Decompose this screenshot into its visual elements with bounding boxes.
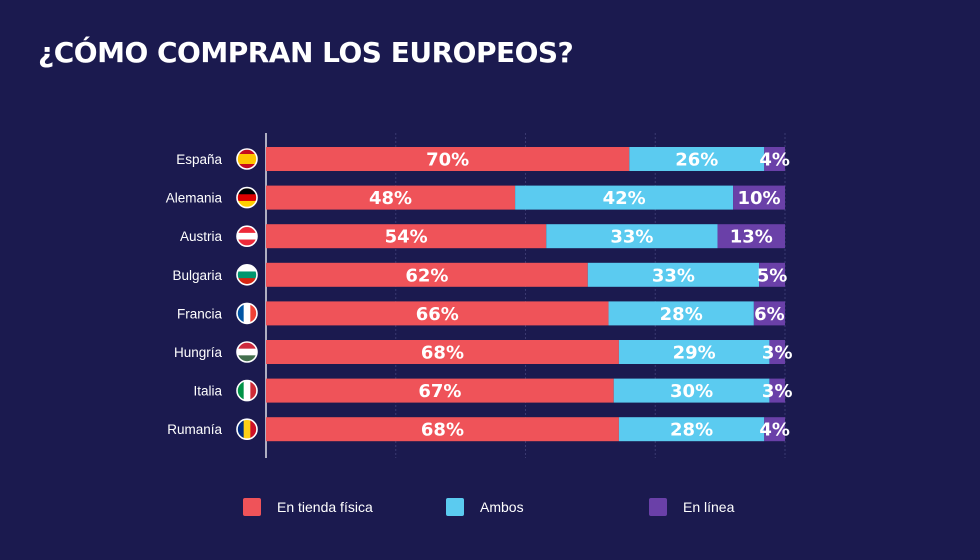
legend-label-ambos: Ambos bbox=[480, 499, 524, 515]
bar-label-1-3: 33% bbox=[652, 265, 695, 286]
hungary-flag-icon bbox=[237, 342, 257, 362]
bar-label-0-5: 68% bbox=[421, 343, 464, 364]
bar-1-2 bbox=[546, 224, 718, 249]
bar-label-0-3: 62% bbox=[405, 265, 448, 286]
bar-label-2-1: 10% bbox=[738, 188, 781, 209]
category-label-0: España bbox=[176, 152, 222, 167]
flag-border-3 bbox=[236, 263, 258, 286]
legend-item-ambos: Ambos bbox=[446, 498, 524, 516]
legend-swatch-tienda bbox=[243, 498, 261, 516]
bar-0-2 bbox=[266, 224, 547, 249]
category-label-2: Austria bbox=[180, 229, 223, 244]
bar-1-1 bbox=[515, 185, 734, 210]
category-label-6: Italia bbox=[193, 384, 222, 399]
chart-legend: En tienda física Ambos En línea bbox=[0, 498, 980, 522]
bar-1-6 bbox=[613, 378, 770, 403]
bar-0-3 bbox=[266, 262, 588, 287]
flag-border-6 bbox=[236, 379, 258, 402]
bar-0-6 bbox=[266, 378, 614, 403]
bulgaria-flag-icon bbox=[237, 264, 257, 285]
bar-label-1-6: 30% bbox=[670, 381, 713, 402]
bar-0-1 bbox=[266, 185, 516, 210]
bar-label-1-1: 42% bbox=[603, 188, 646, 209]
chart-title: ¿CÓMO COMPRAN LOS EUROPEOS? bbox=[38, 36, 574, 69]
bar-2-3 bbox=[759, 262, 785, 287]
category-label-7: Rumanía bbox=[167, 422, 222, 437]
italy-flag-icon bbox=[237, 380, 257, 401]
spain-flag-icon bbox=[237, 149, 257, 169]
bar-label-1-4: 28% bbox=[660, 304, 703, 325]
legend-swatch-linea bbox=[649, 498, 667, 516]
bar-label-1-7: 28% bbox=[670, 420, 713, 441]
bar-label-2-3: 5% bbox=[757, 265, 788, 286]
legend-label-linea: En línea bbox=[683, 499, 735, 515]
bar-label-1-0: 26% bbox=[675, 150, 718, 171]
bar-label-0-6: 67% bbox=[418, 381, 461, 402]
bar-label-2-5: 3% bbox=[762, 343, 793, 364]
category-label-1: Alemania bbox=[166, 191, 223, 206]
bar-0-0 bbox=[266, 147, 630, 171]
bar-label-0-0: 70% bbox=[426, 150, 469, 171]
flag-border-0 bbox=[236, 148, 258, 170]
flag-border-4 bbox=[236, 302, 258, 325]
bar-2-7 bbox=[764, 417, 785, 442]
legend-item-linea: En línea bbox=[649, 498, 734, 516]
category-label-3: Bulgaria bbox=[172, 268, 222, 283]
legend-label-tienda: En tienda física bbox=[277, 499, 373, 515]
category-label-5: Hungría bbox=[174, 345, 223, 360]
bar-1-4 bbox=[608, 301, 754, 326]
germany-flag-icon bbox=[237, 187, 257, 208]
bar-label-0-1: 48% bbox=[369, 188, 412, 209]
bar-label-2-4: 6% bbox=[754, 304, 785, 325]
bar-2-6 bbox=[769, 378, 785, 403]
legend-swatch-ambos bbox=[446, 498, 464, 516]
bar-label-2-2: 13% bbox=[730, 227, 773, 248]
stacked-bar-chart: España 70% 26% 4% Alemania 48% 42% 10% Austria 54… bbox=[166, 133, 793, 458]
bar-label-0-7: 68% bbox=[421, 420, 464, 441]
bar-2-5 bbox=[769, 340, 785, 364]
bar-0-4 bbox=[266, 301, 609, 326]
flag-border-5 bbox=[236, 341, 258, 363]
romania-flag-icon bbox=[237, 419, 257, 440]
bar-label-0-4: 66% bbox=[416, 304, 459, 325]
flag-border-1 bbox=[236, 186, 258, 209]
bar-label-0-2: 54% bbox=[385, 227, 428, 248]
bar-label-1-2: 33% bbox=[610, 227, 653, 248]
bar-label-1-5: 29% bbox=[673, 343, 716, 364]
bar-1-5 bbox=[618, 340, 770, 364]
legend-item-tienda: En tienda física bbox=[243, 498, 373, 516]
bar-2-0 bbox=[764, 147, 785, 171]
bar-1-3 bbox=[587, 262, 760, 287]
category-label-4: Francia bbox=[177, 306, 223, 321]
bar-2-4 bbox=[753, 301, 785, 326]
flag-border-2 bbox=[236, 225, 258, 247]
bar-1-7 bbox=[618, 417, 765, 442]
bar-label-2-7: 4% bbox=[759, 420, 790, 441]
bar-0-5 bbox=[266, 340, 619, 364]
bar-0-7 bbox=[266, 417, 619, 442]
france-flag-icon bbox=[237, 303, 257, 324]
bar-label-2-0: 4% bbox=[759, 150, 790, 171]
bar-1-0 bbox=[629, 147, 765, 171]
bar-2-1 bbox=[733, 185, 785, 210]
flag-border-7 bbox=[236, 418, 258, 441]
bar-2-2 bbox=[717, 224, 785, 249]
austria-flag-icon bbox=[237, 226, 257, 247]
bar-label-2-6: 3% bbox=[762, 381, 793, 402]
